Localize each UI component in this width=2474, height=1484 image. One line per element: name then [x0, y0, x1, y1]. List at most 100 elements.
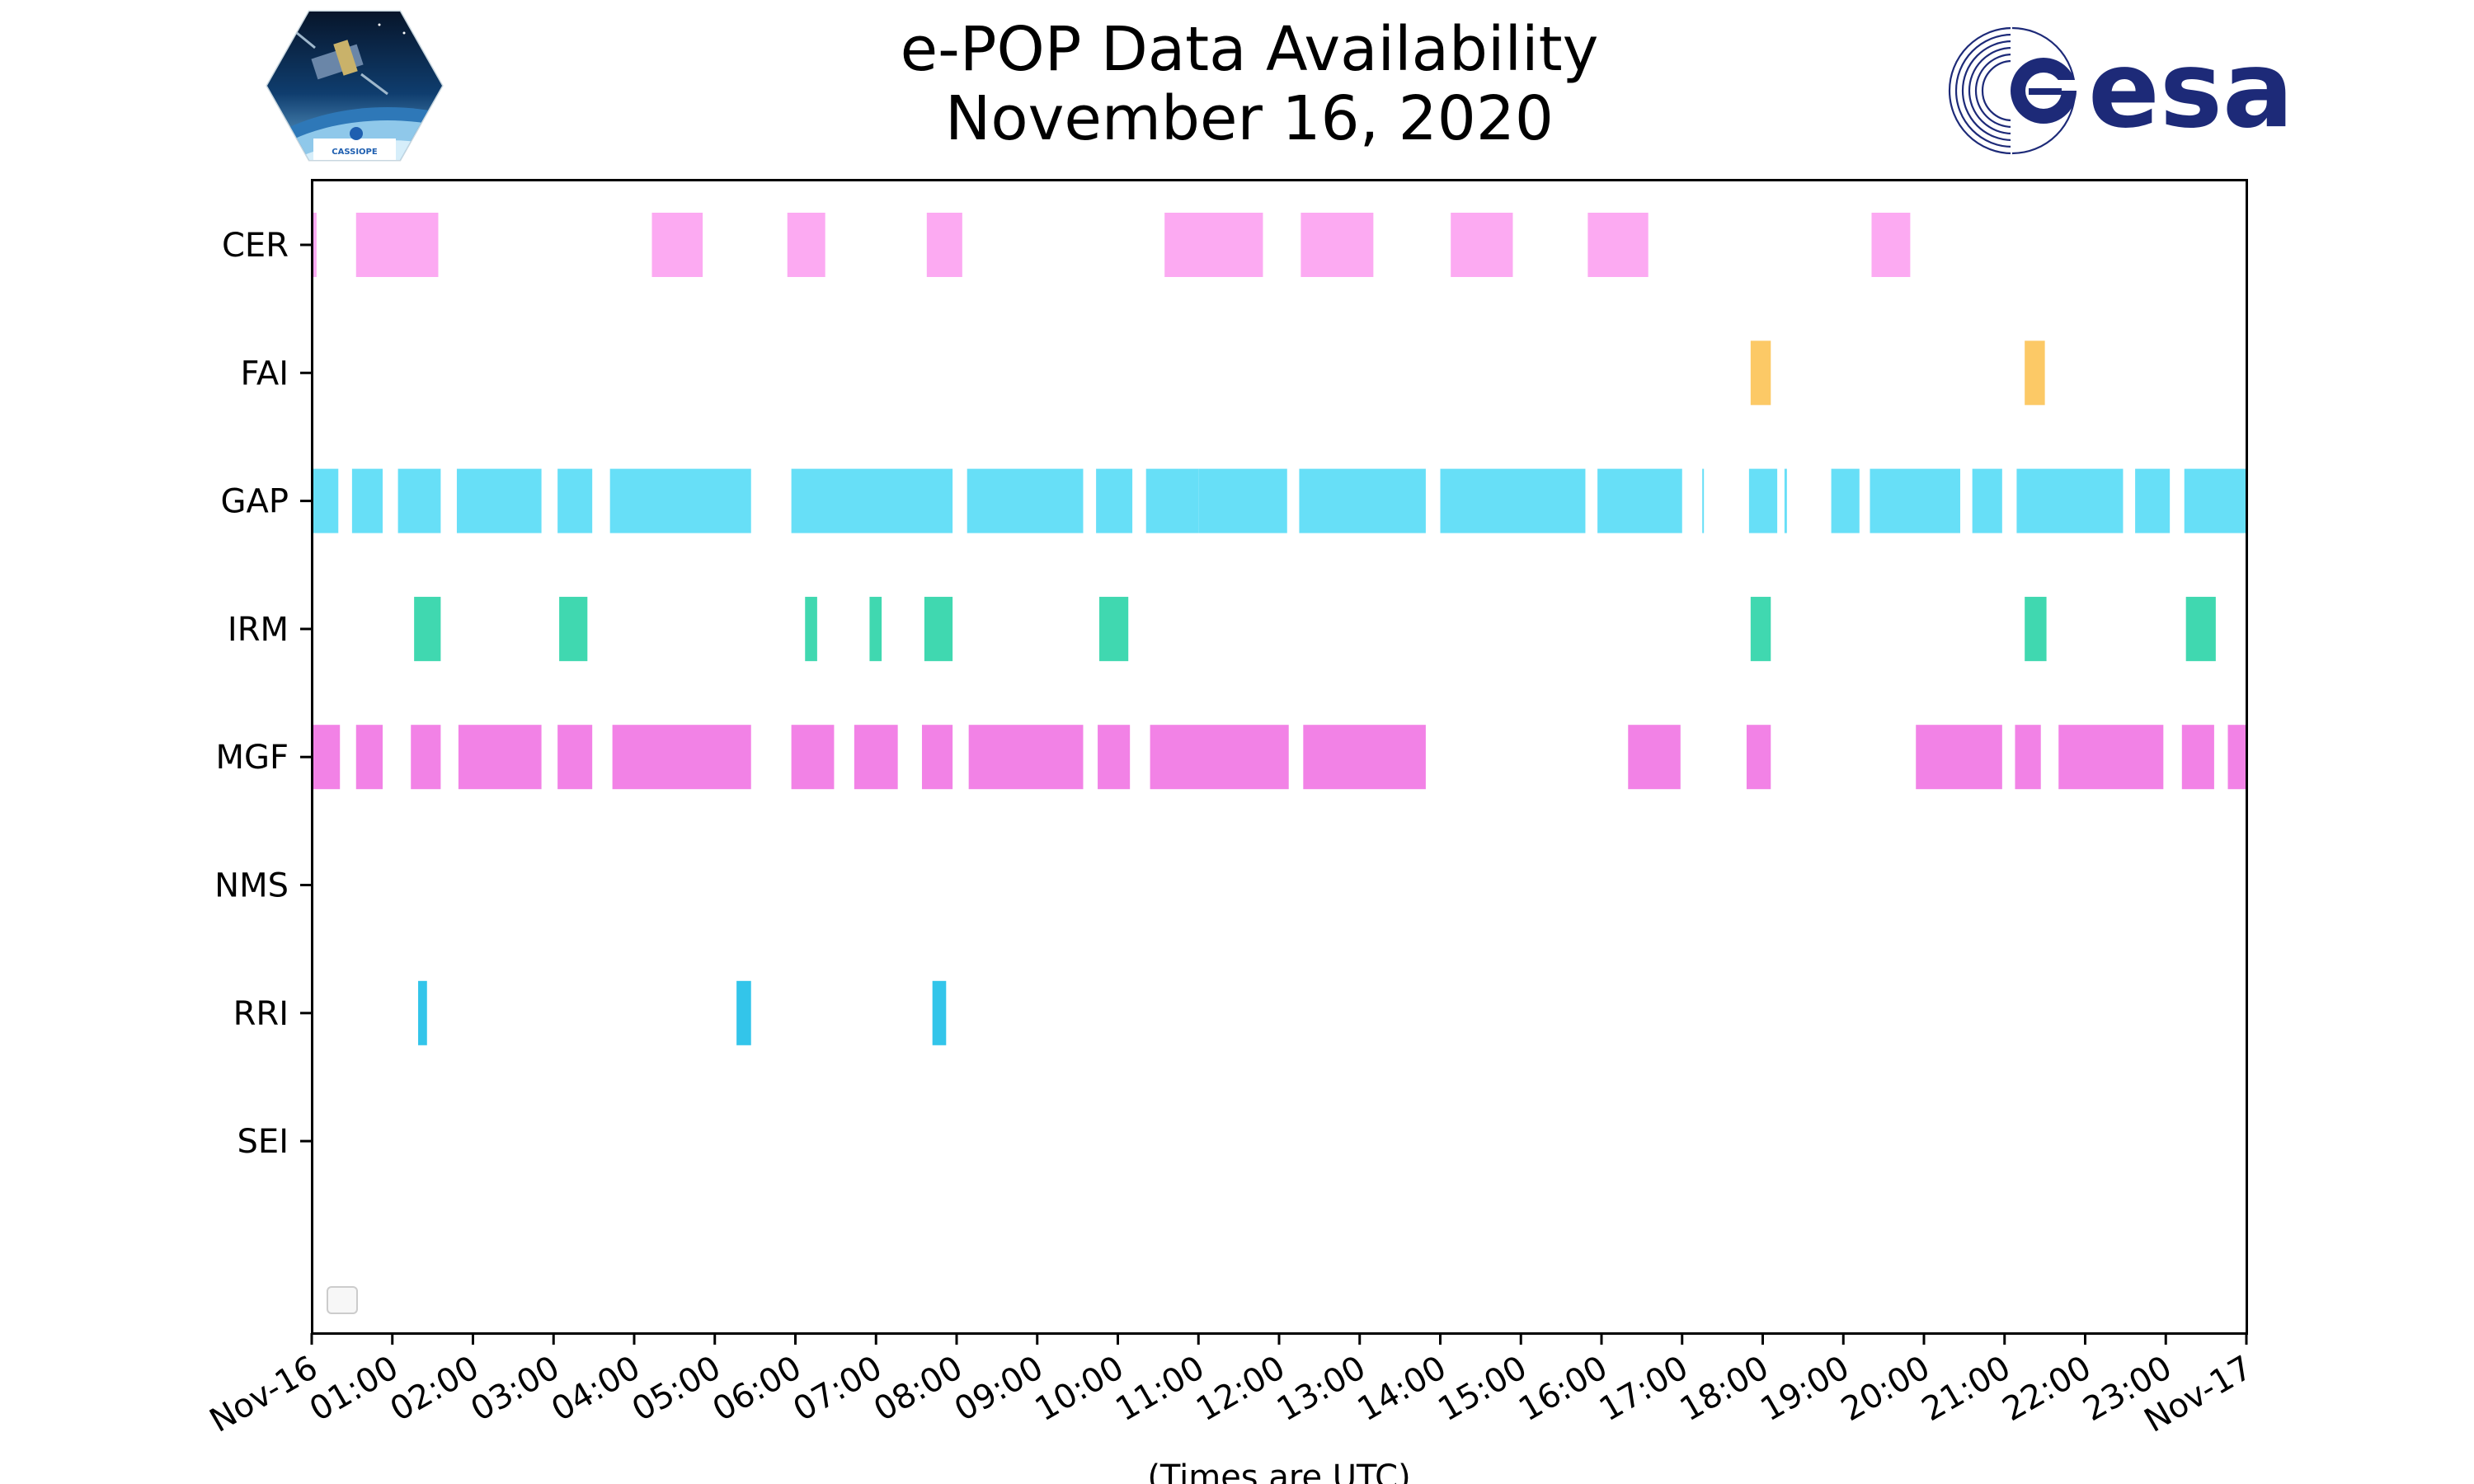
bar-mgf-19: [2227, 725, 2246, 790]
bar-mgf-10: [1098, 725, 1131, 790]
bar-mgf-17: [2058, 725, 2164, 790]
x-tick-label-21: 21:00: [1916, 1349, 2017, 1429]
y-tick-label-cer: CER: [222, 227, 289, 265]
bars-layer: [312, 213, 2246, 1045]
legend-box: [327, 1286, 358, 1314]
bar-cer-1: [355, 213, 439, 277]
bar-fai-1: [2025, 340, 2045, 406]
bar-gap-13: [1597, 468, 1682, 533]
bar-rri-1: [736, 980, 751, 1045]
x-axis: Nov-1601:0002:0003:0004:0005:0006:0007:0…: [204, 1333, 2259, 1440]
bar-irm-7: [2025, 596, 2047, 661]
bar-cer-7: [1451, 213, 1513, 277]
x-tick-label-14: 14:00: [1352, 1349, 1453, 1429]
bar-mgf-8: [921, 725, 953, 790]
x-tick-label-17: 17:00: [1593, 1349, 1695, 1429]
bar-gap-15: [1748, 468, 1778, 533]
y-axis: CER FAI GAP IRM MGF NMS RRI SEI: [214, 227, 312, 1161]
chart-title: e-POP Data Availability November 16, 202…: [0, 15, 2474, 153]
bar-gap-4: [557, 468, 593, 533]
y-tick-label-gap: GAP: [221, 483, 289, 521]
bar-mgf-14: [1746, 725, 1771, 790]
y-tick-label-rri: RRI: [233, 995, 289, 1033]
x-tick-label-13: 13:00: [1271, 1349, 1372, 1429]
x-tick-label-15: 15:00: [1432, 1349, 1533, 1429]
x-tick-label-1: 01:00: [303, 1349, 405, 1429]
title-line-2: November 16, 2020: [944, 83, 1554, 154]
esa-logo-text: esa: [2088, 29, 2293, 152]
cassiope-logo-text: CASSIOPE: [332, 148, 378, 157]
bar-gap-12: [1440, 468, 1586, 533]
x-tick-label-19: 19:00: [1754, 1349, 1856, 1429]
bar-cer-9: [1871, 213, 1911, 277]
bar-gap-1: [351, 468, 383, 533]
bar-cer-6: [1300, 213, 1374, 277]
x-tick-label-12: 12:00: [1190, 1349, 1291, 1429]
bar-mgf-15: [1916, 725, 2002, 790]
bar-gap-8: [1096, 468, 1133, 533]
bar-gap-16: [1784, 468, 1787, 533]
y-tick-label-sei: SEI: [238, 1123, 289, 1161]
y-tick-label-irm: IRM: [228, 611, 289, 649]
bar-gap-14: [1702, 468, 1705, 533]
x-tick-label-5: 05:00: [626, 1349, 727, 1429]
bar-gap-19: [1972, 468, 2002, 533]
bar-mgf-18: [2181, 725, 2214, 790]
bar-gap-20: [2016, 468, 2124, 533]
bar-gap-3: [456, 468, 542, 533]
bar-gap-17: [1831, 468, 1860, 533]
x-tick-label-20: 20:00: [1835, 1349, 1936, 1429]
bar-mgf-4: [557, 725, 593, 790]
y-tick-label-fai: FAI: [241, 355, 289, 392]
bar-mgf-1: [355, 725, 383, 790]
x-axis-label: (Times are UTC): [1147, 1458, 1410, 1484]
bar-mgf-13: [1628, 725, 1681, 790]
title-line-1: e-POP Data Availability: [900, 14, 1599, 85]
x-tick-label-22: 22:00: [1997, 1349, 2098, 1429]
cassiope-logo: CASSIOPE: [266, 10, 444, 162]
bar-irm-5: [1099, 596, 1129, 661]
bar-rri-0: [418, 980, 427, 1045]
bar-gap-2: [397, 468, 441, 533]
bar-mgf-0: [312, 725, 341, 790]
bar-gap-18: [1870, 468, 1960, 533]
x-tick-label-16: 16:00: [1512, 1349, 1614, 1429]
x-tick-label-3: 03:00: [464, 1349, 566, 1429]
bar-mgf-16: [2015, 725, 2041, 790]
bar-irm-1: [559, 596, 588, 661]
bar-mgf-2: [411, 725, 441, 790]
bar-mgf-12: [1303, 725, 1426, 790]
bar-gap-7: [967, 468, 1084, 533]
bar-gap-9: [1145, 468, 1199, 533]
bar-gap-0: [312, 468, 339, 533]
bar-rri-2: [932, 980, 947, 1045]
bar-irm-3: [869, 596, 882, 661]
bar-fai-0: [1750, 340, 1771, 406]
x-tick-label-6: 06:00: [707, 1349, 808, 1429]
bar-mgf-5: [612, 725, 751, 790]
bar-irm-2: [805, 596, 817, 661]
bar-gap-21: [2135, 468, 2171, 533]
x-tick-label-10: 10:00: [1029, 1349, 1131, 1429]
y-tick-label-nms: NMS: [214, 867, 289, 905]
bar-gap-10: [1198, 468, 1287, 533]
bar-gap-22: [2184, 468, 2246, 533]
x-tick-label-8: 08:00: [868, 1349, 969, 1429]
bar-irm-6: [1750, 596, 1771, 661]
bar-cer-0: [312, 213, 317, 277]
bar-irm-4: [924, 596, 953, 661]
bar-cer-3: [787, 213, 825, 277]
y-tick-label-mgf: MGF: [215, 739, 289, 777]
x-tick-label-11: 11:00: [1109, 1349, 1211, 1429]
bar-mgf-11: [1150, 725, 1289, 790]
x-tick-label-7: 07:00: [787, 1349, 888, 1429]
x-tick-label-18: 18:00: [1674, 1349, 1776, 1429]
x-tick-label-2: 02:00: [384, 1349, 486, 1429]
esa-logo: esa: [1948, 21, 2293, 161]
bar-gap-5: [609, 468, 751, 533]
bar-mgf-6: [791, 725, 835, 790]
bar-cer-5: [1164, 213, 1263, 277]
bar-cer-4: [926, 213, 962, 277]
bar-irm-8: [2185, 596, 2216, 661]
